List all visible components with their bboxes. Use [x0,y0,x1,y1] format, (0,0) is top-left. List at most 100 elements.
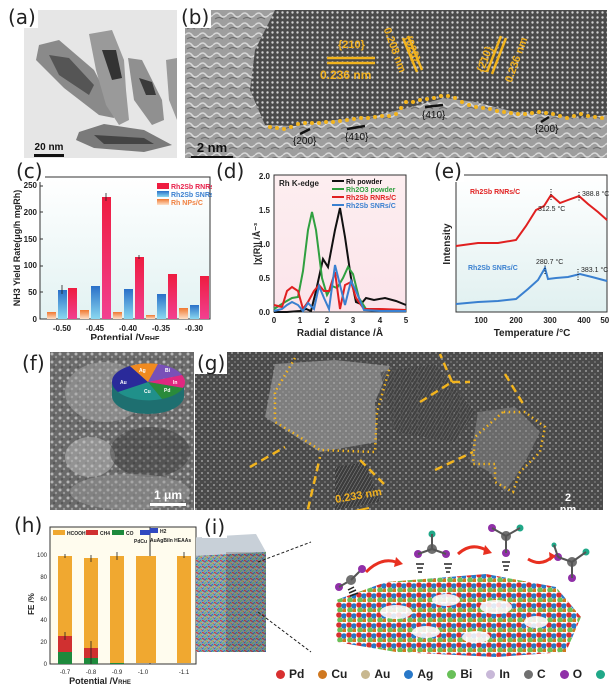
plane-label-210: {210} [338,39,365,51]
svg-text:-0.50: -0.50 [53,324,72,333]
svg-text:0: 0 [33,315,38,324]
panel-label-i: (i) [202,515,228,539]
panel-label-b: (b) [179,5,212,29]
svg-text:|χ(R)| /Å⁻³: |χ(R)| /Å⁻³ [252,223,262,265]
svg-text:0.5: 0.5 [259,274,271,283]
legend-item-h: H [596,667,609,681]
legend-item-c: C [524,667,546,681]
svg-text:Rh2Sb RNRs/C: Rh2Sb RNRs/C [470,189,520,196]
sem-image-f: Ag Bi In Pd Cu Au 1 μm [50,352,194,510]
panel-label-f: (f) [20,351,47,375]
tem-image-a: 20 nm [24,10,177,158]
plane-spacing-210: 0.236 nm [320,68,372,82]
svg-text:Rh2Sb SNRs/C: Rh2Sb SNRs/C [468,265,518,272]
svg-text:CH4: CH4 [100,531,110,537]
svg-text:1.0: 1.0 [259,240,271,249]
svg-text:388.8 °C: 388.8 °C [582,190,609,198]
panel-label-g: (g) [195,351,228,375]
svg-text:-0.45: -0.45 [86,324,105,333]
svg-text:Rh NPs/C: Rh NPs/C [171,200,203,207]
cu-atom-icon [318,669,328,679]
chart-e: 100 200 300 400 500 Temperature /°C Intensit… [442,174,609,339]
svg-text:Bi: Bi [165,368,171,374]
svg-text:312.5 °C: 312.5 °C [538,205,565,213]
panel-e: (e) 100 200 300 400 500 Temperature /°C Inte… [408,160,609,340]
svg-text:Rh2O3 powder: Rh2O3 powder [346,187,396,194]
panel-h: (h) 0 20 40 60 80 100 -0.7 -0.8 -0.9 -1.0 Pot… [0,512,152,686]
svg-text:In: In [173,380,177,386]
h-atom-icon [596,669,606,679]
chart-d: 0.0 0.5 1.0 1.5 2.0 0 1 2 3 4 5 Radial distance /… [252,172,409,339]
x-axis-label-h: Potential /VRHE [69,676,131,685]
svg-text:-0.9: -0.9 [112,670,123,676]
panel-label-e: (e) [432,159,464,183]
svg-text:-1.0: -1.0 [138,670,149,676]
svg-text:2.0: 2.0 [259,172,271,181]
svg-text:0: 0 [44,662,48,668]
facet-label: {200} [293,136,317,147]
svg-text:20: 20 [40,640,47,646]
panel-h-continuation: H2 AuAgBiIn HEAAs -1.1 [149,512,198,677]
svg-text:Temperature /°C: Temperature /°C [494,328,571,339]
svg-text:-0.30: -0.30 [185,324,204,333]
panel-f: Ag Bi In Pd Cu Au 1 μm (f) [18,350,194,510]
svg-text:80: 80 [40,575,47,581]
svg-text:-0.8: -0.8 [86,670,97,676]
legend-item-pd: Pd [276,667,304,681]
panel-b: {210} 0.236 nm {020} 0.208 nm {2̄10} 0.2… [179,4,607,159]
facet-label: {200} [535,124,559,135]
facet-label: {410} [422,110,446,121]
svg-text:Rh powder: Rh powder [346,179,382,186]
svg-text:Rh2Sb SNRs/C: Rh2Sb SNRs/C [171,192,212,199]
svg-text:Radial distance /Å: Radial distance /Å [297,326,383,339]
panel-label-a: (a) [6,5,38,29]
svg-text:4: 4 [378,316,383,325]
ag-atom-icon [404,669,414,679]
svg-text:-0.7: -0.7 [60,670,71,676]
panel-label-h: (h) [12,513,45,537]
panel-label-d: (d) [214,159,247,183]
svg-text:0.0: 0.0 [259,308,271,317]
svg-text:40: 40 [40,618,47,624]
svg-text:100: 100 [37,553,48,559]
svg-text:50: 50 [28,288,37,297]
schematic-i [148,524,590,657]
svg-text:AuAgBiIn HEAAs: AuAgBiIn HEAAs [150,538,191,544]
svg-text:60: 60 [40,597,47,603]
scale-bar-g: 2 nm [557,492,579,510]
hrtem-image-b: {210} 0.236 nm {020} 0.208 nm {2̄10} 0.2… [185,10,607,158]
svg-text:-0.40: -0.40 [119,324,138,333]
svg-text:PdCu: PdCu [134,539,147,545]
panel-c: (c) 0 50 100 150 200 250 -0.50 -0.45 -0.40 [0,159,221,344]
svg-text:200: 200 [24,208,38,217]
svg-text:H2: H2 [160,529,167,535]
svg-text:Intensity: Intensity [442,223,453,265]
svg-text:100: 100 [24,261,38,270]
svg-text:0: 0 [272,316,277,325]
svg-text:400: 400 [577,316,591,325]
svg-text:1.5: 1.5 [259,206,271,215]
legend-item-bi: Bi [447,667,472,681]
pd-atom-icon [276,669,285,679]
x-axis-label-c: Potential /VRHE [90,333,160,340]
legend-item-o: O [559,667,582,681]
scale-bar-f: 1 μm [150,488,186,506]
facet-label: {410} [345,132,369,143]
svg-text:250: 250 [24,181,38,190]
svg-text:HCOOH: HCOOH [67,531,86,537]
svg-text:1: 1 [298,316,303,325]
scale-bar-a: 20 nm [34,142,64,157]
panel-g: 0.233 nm 2 nm (g) [195,350,609,510]
legend-item-ag: Ag [404,667,433,681]
panel-label-c: (c) [14,159,45,183]
svg-text:200: 200 [509,316,523,325]
svg-text:-0.35: -0.35 [152,324,171,333]
svg-text:383.1 °C: 383.1 °C [581,266,608,274]
panel-i: (i) [148,512,609,685]
legend-item-cu: Cu [318,667,347,681]
scale-bar-b: 2 nm [191,140,233,158]
svg-text:500: 500 [600,316,609,325]
hrtem-image-g: 0.233 nm 2 nm [195,352,603,510]
svg-text:Rh2Sb SNRs/C: Rh2Sb SNRs/C [346,203,396,210]
